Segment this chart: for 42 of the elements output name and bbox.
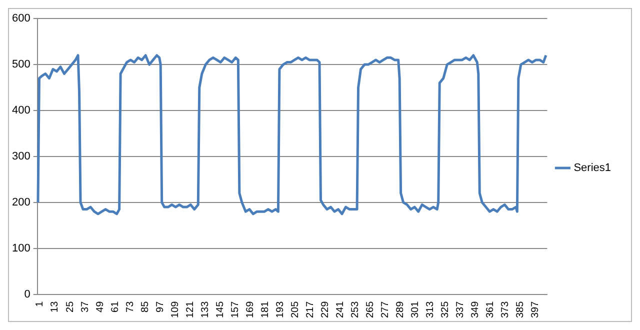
y-tick-label: 300: [12, 150, 30, 162]
x-tick-label: 37: [80, 300, 91, 312]
x-tick-label: 289: [395, 300, 406, 318]
y-tick-label: 400: [12, 104, 30, 117]
x-tick-label: 397: [530, 300, 542, 318]
x-tick-label: 301: [410, 300, 422, 318]
x-tick-label: 133: [200, 300, 211, 318]
x-tick-label: 109: [170, 300, 181, 318]
y-tick-label: 600: [12, 12, 30, 25]
x-tick-label: 241: [335, 300, 346, 318]
x-tick-label: 205: [290, 300, 301, 318]
x-tick-label: 277: [380, 300, 392, 318]
x-tick-label: 385: [515, 300, 526, 318]
x-tick-label: 253: [350, 300, 362, 318]
x-tick-label: 49: [94, 300, 106, 312]
x-tick-label: 85: [140, 300, 151, 312]
x-tick-label: 217: [304, 300, 316, 318]
x-tick-label: 229: [320, 300, 331, 318]
x-tick-label: 25: [64, 300, 76, 312]
x-tick-label: 373: [500, 300, 512, 318]
x-tick-label: 73: [124, 300, 136, 312]
y-tick-label: 200: [12, 196, 30, 208]
x-tick-label: 169: [244, 300, 256, 318]
x-tick-label: 181: [260, 300, 271, 318]
x-tick-label: 325: [440, 300, 452, 318]
x-tick-label: 157: [230, 300, 241, 318]
x-tick-label: 1: [34, 300, 46, 307]
x-tick-label: 97: [154, 300, 166, 312]
x-tick-label: 265: [365, 300, 376, 318]
x-tick-label: 313: [425, 300, 436, 318]
x-tick-label: 61: [110, 300, 121, 312]
x-tick-label: 145: [214, 300, 226, 318]
x-tick-label: 361: [485, 300, 496, 318]
x-tick-label: 121: [184, 300, 196, 318]
x-tick-label: 13: [50, 300, 61, 312]
legend-label: Series1: [574, 162, 611, 174]
x-tick-label: 349: [470, 300, 482, 318]
x-tick-label: 193: [274, 300, 286, 318]
y-tick-label: 0: [24, 288, 30, 300]
x-tick-label: 337: [455, 300, 466, 318]
y-tick-label: 500: [12, 58, 30, 71]
y-tick-label: 100: [12, 242, 30, 254]
